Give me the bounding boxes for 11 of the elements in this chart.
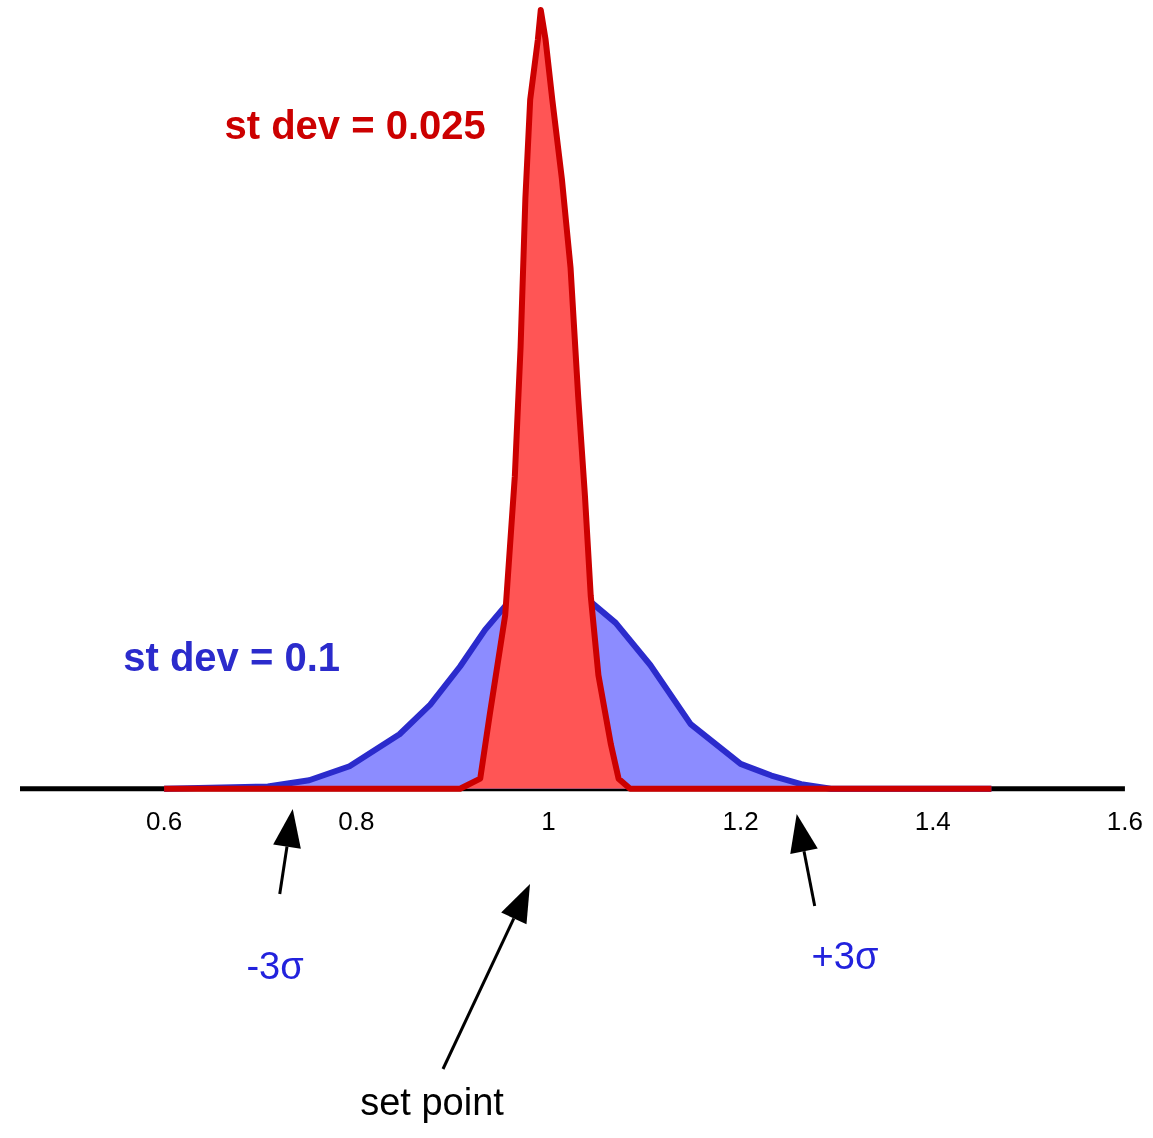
text: set point bbox=[360, 1081, 505, 1124]
series-label: st dev = 0.1 bbox=[123, 635, 341, 680]
series-label: st dev = 0.025 bbox=[224, 103, 486, 148]
x-tick-label: 1.4 bbox=[914, 805, 951, 836]
x-tick-label: 0.8 bbox=[338, 805, 375, 836]
text: +3σ bbox=[811, 935, 879, 978]
x-tick-label: 1.6 bbox=[1106, 805, 1144, 836]
x-tick-label: 1 bbox=[541, 805, 556, 836]
x-tick-label: 1.2 bbox=[722, 805, 759, 836]
x-tick-label: 0.6 bbox=[146, 805, 183, 836]
text: -3σ bbox=[246, 945, 304, 988]
